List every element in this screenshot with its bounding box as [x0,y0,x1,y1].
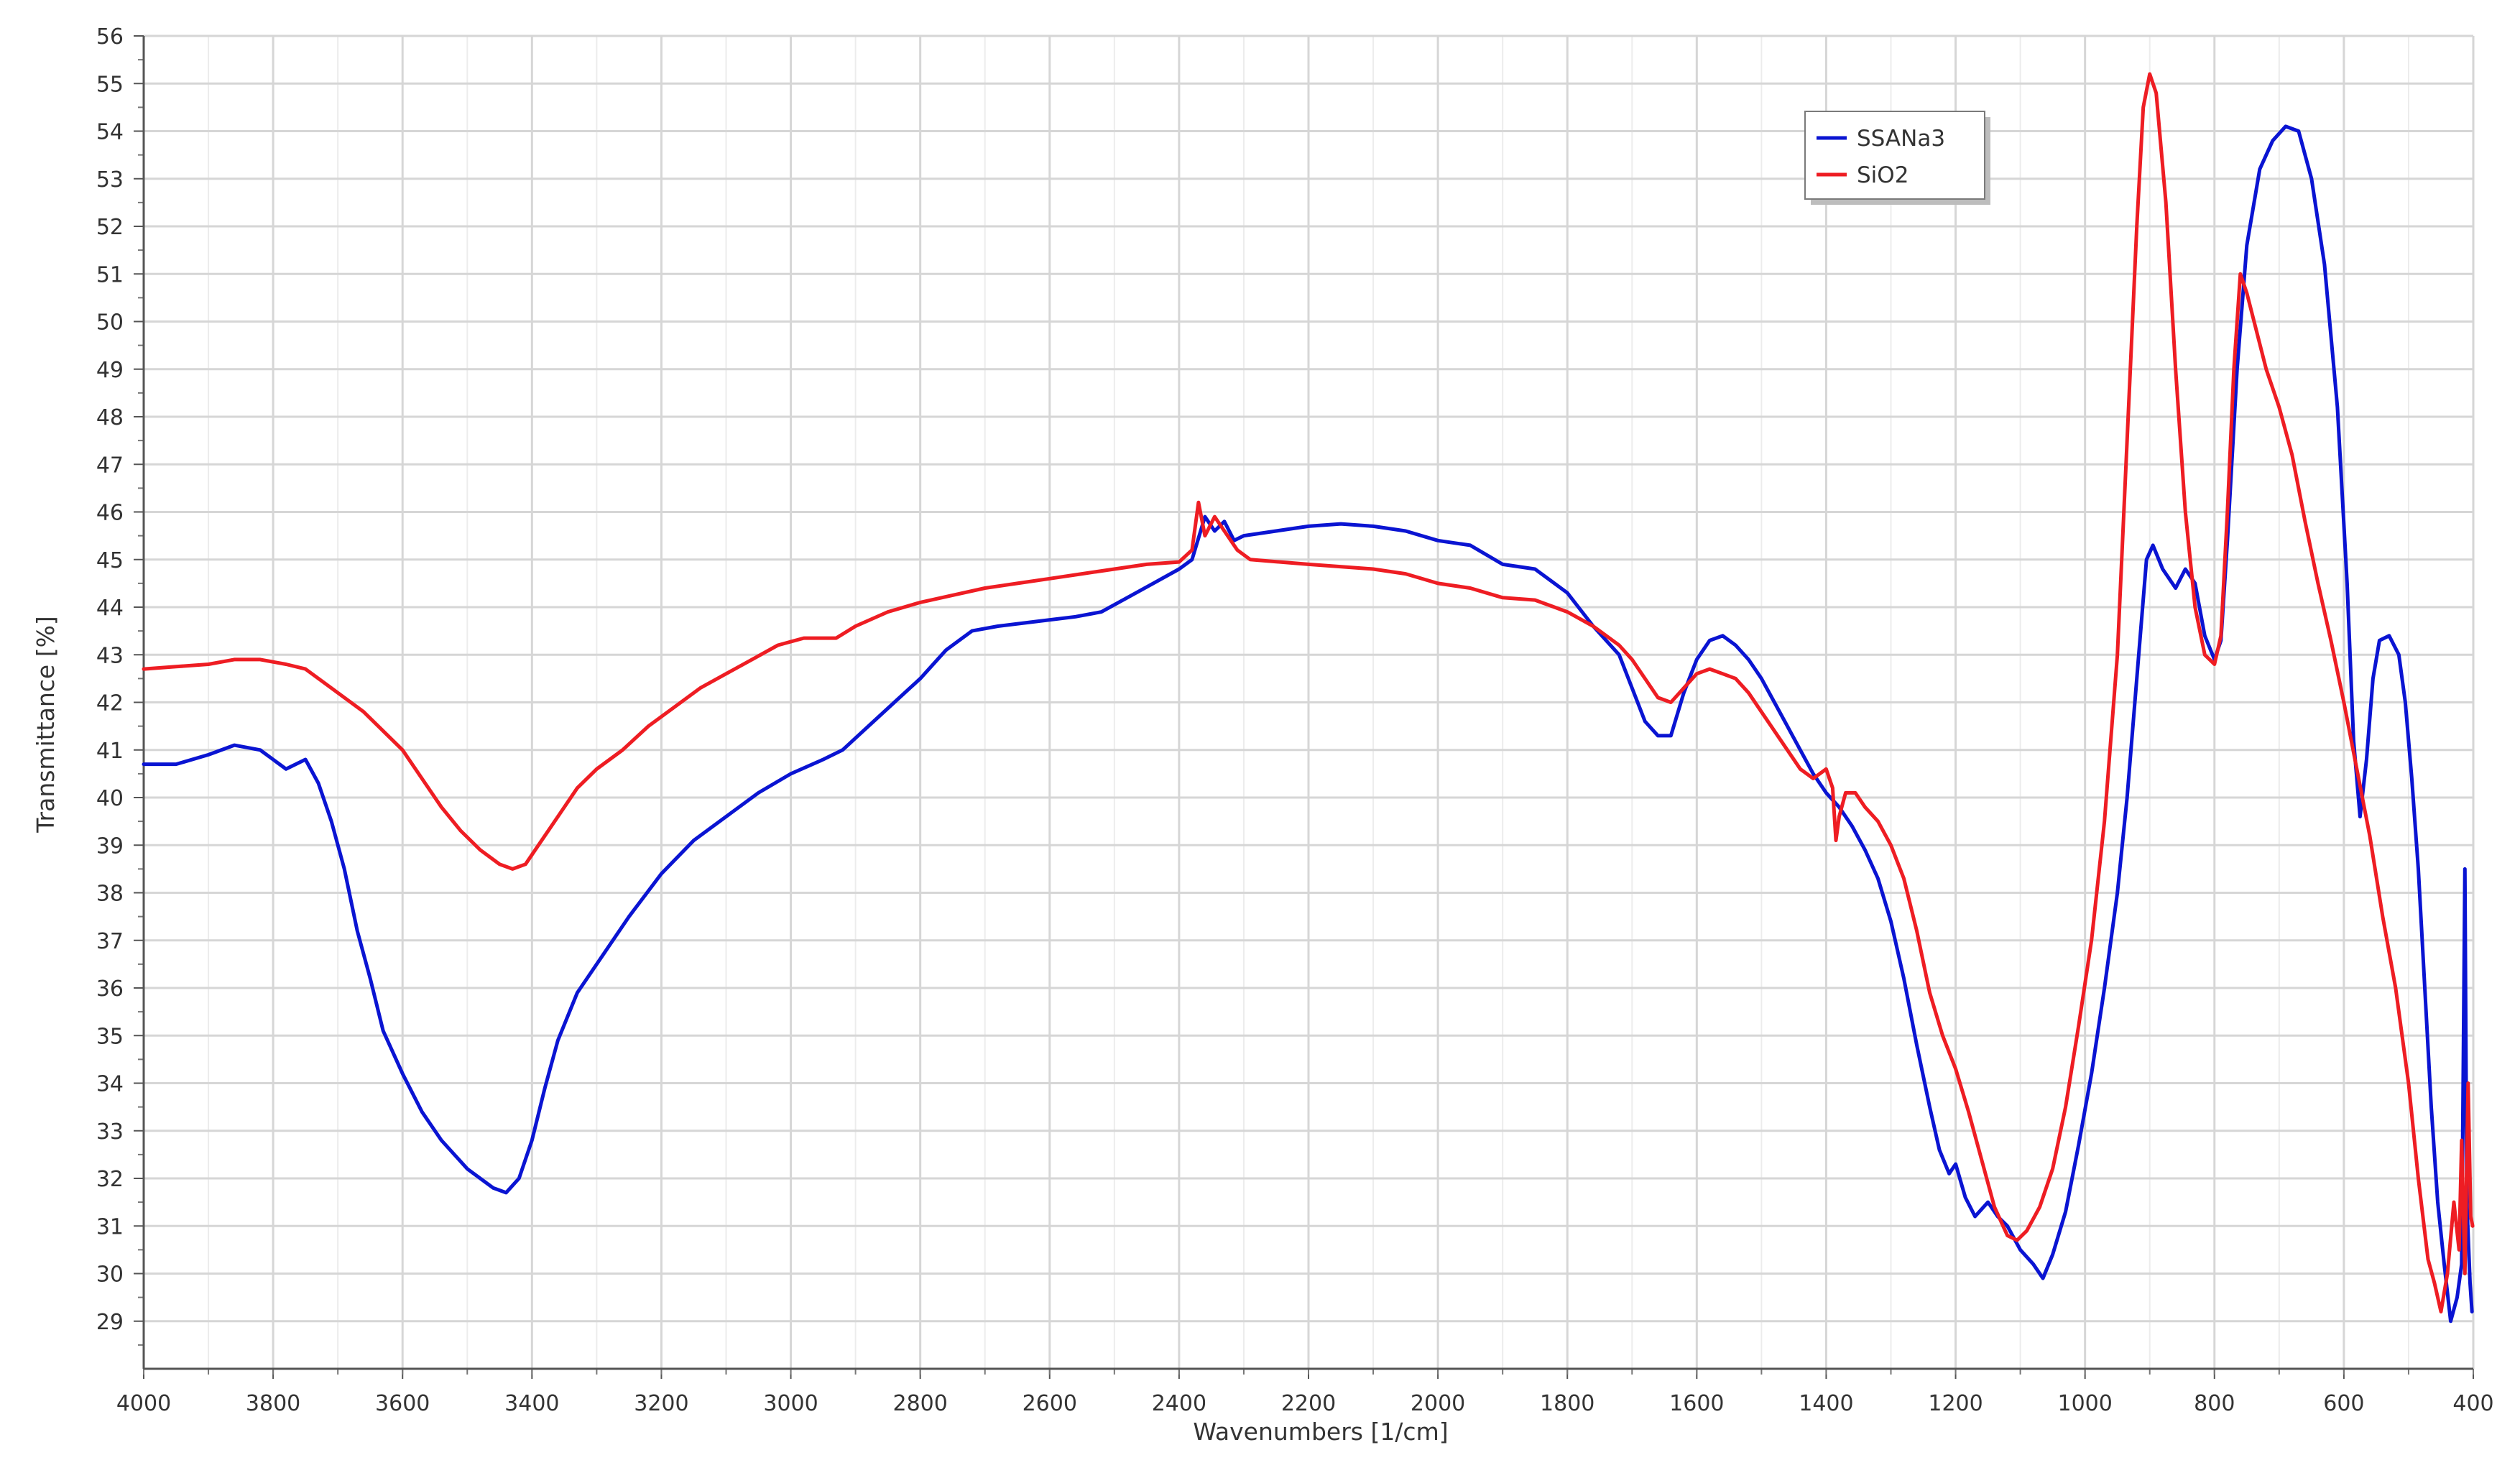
y-tick-label: 53 [96,167,124,193]
axes [134,35,2474,1379]
legend: SSANa3 SiO2 [1804,111,1990,205]
x-tick-label: 800 [2194,1391,2235,1416]
y-tick-label: 45 [96,548,124,573]
x-tick-label: 1800 [1540,1391,1594,1416]
series-line-ssana3 [142,124,2474,1324]
y-tick-label: 37 [96,929,124,954]
y-tick-label: 36 [96,976,124,1002]
x-tick-label: 2000 [1411,1391,1465,1416]
y-tick-label: 32 [96,1167,124,1192]
y-tick-label: 40 [96,786,124,811]
x-tick-label: 3200 [634,1391,688,1416]
y-tick-label: 51 [96,262,124,287]
y-tick-label: 35 [96,1024,124,1049]
y-tick-label: 54 [96,120,124,145]
legend-box [1804,111,1985,200]
y-tick-label: 44 [96,596,124,621]
x-tick-label: 3400 [504,1391,559,1416]
y-tick-label: 42 [96,691,124,716]
x-tick-label: 2400 [1152,1391,1206,1416]
y-tick-label: 30 [96,1262,124,1288]
y-tick-label: 52 [96,215,124,240]
x-tick-label: 3000 [763,1391,818,1416]
x-tick-label: 400 [2452,1391,2493,1416]
y-tick-label: 29 [96,1310,124,1335]
y-tick-label: 34 [96,1072,124,1097]
legend-label-sio2: SiO2 [1857,162,1909,188]
y-tick-label: 38 [96,882,124,907]
legend-label-ssana3: SSANa3 [1857,126,1945,152]
y-tick-label: 55 [96,72,124,97]
y-tick-label: 41 [96,739,124,764]
y-tick-label: 39 [96,833,124,859]
x-tick-label: 3600 [375,1391,430,1416]
x-tick-label: 1600 [1669,1391,1724,1416]
x-tick-label: 2800 [892,1391,947,1416]
x-tick-label: 2200 [1281,1391,1336,1416]
x-tick-label: 2600 [1023,1391,1077,1416]
y-tick-label: 33 [96,1119,124,1145]
y-tick-label: 49 [96,358,124,383]
y-tick-label: 46 [96,501,124,526]
y-tick-label: 43 [96,643,124,668]
x-tick-label: 600 [2323,1391,2364,1416]
y-tick-label: 50 [96,310,124,336]
series-lines [142,72,2475,1324]
y-tick-label: 48 [96,405,124,430]
x-tick-label: 4000 [116,1391,171,1416]
x-tick-label: 1400 [1799,1391,1853,1416]
y-tick-labels: 29 30 31 32 33 34 35 36 37 38 39 40 41 42 43 44 45 46 47 48… [96,24,124,1335]
series-line-sio2 [142,72,2475,1313]
x-tick-label: 3800 [246,1391,300,1416]
y-axis-title: Transmittance [%] [32,616,60,833]
y-tick-label: 56 [96,24,124,50]
x-tick-labels: 4000 3800 3600 3400 3200 3000 2800 2600 2400 2200… [116,1391,2494,1416]
y-tick-label: 47 [96,453,124,478]
y-tick-label: 31 [96,1214,124,1239]
x-tick-label: 1200 [1928,1391,1983,1416]
x-tick-label: 1000 [2057,1391,2112,1416]
x-axis-title: Wavenumbers [1/cm] [1193,1418,1448,1446]
